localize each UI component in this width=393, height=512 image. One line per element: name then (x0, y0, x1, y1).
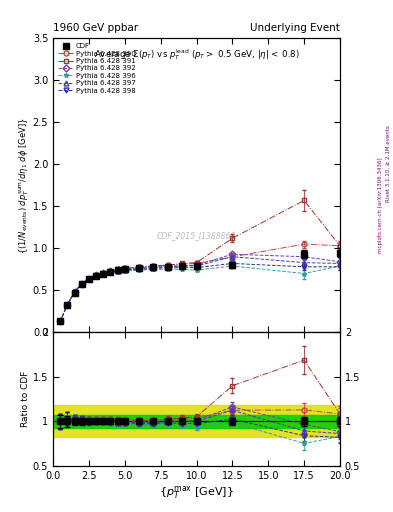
Text: Rivet 3.1.10, ≥ 2.1M events: Rivet 3.1.10, ≥ 2.1M events (386, 125, 391, 202)
X-axis label: $\{p_T^\mathsf{max}\ [\mathsf{GeV}]\}$: $\{p_T^\mathsf{max}\ [\mathsf{GeV}]\}$ (159, 483, 234, 501)
Text: Average $\Sigma(p_T)$ vs $p_T^\mathsf{lead}$ ($p_T >$ 0.5 GeV, $|\eta|<$ 0.8): Average $\Sigma(p_T)$ vs $p_T^\mathsf{le… (94, 47, 299, 62)
Bar (53, 406, 340, 437)
Text: Underlying Event: Underlying Event (250, 23, 340, 33)
Y-axis label: Ratio to CDF: Ratio to CDF (21, 371, 30, 428)
Text: CDF_2015_I1388868: CDF_2015_I1388868 (157, 231, 236, 240)
Text: 1960 GeV ppbar: 1960 GeV ppbar (53, 23, 138, 33)
Legend: CDF, Pythia 6.428 390, Pythia 6.428 391, Pythia 6.428 392, Pythia 6.428 396, Pyt: CDF, Pythia 6.428 390, Pythia 6.428 391,… (57, 42, 137, 95)
Text: mcplots.cern.ch [arXiv:1306.3436]: mcplots.cern.ch [arXiv:1306.3436] (378, 157, 383, 252)
Bar (53, 415, 340, 428)
Y-axis label: $\{(1/N_\mathsf{events})\ dp_T^\mathsf{sum}/d\eta_1\ d\phi\ [\mathsf{GeV}]\}$: $\{(1/N_\mathsf{events})\ dp_T^\mathsf{s… (18, 117, 31, 254)
